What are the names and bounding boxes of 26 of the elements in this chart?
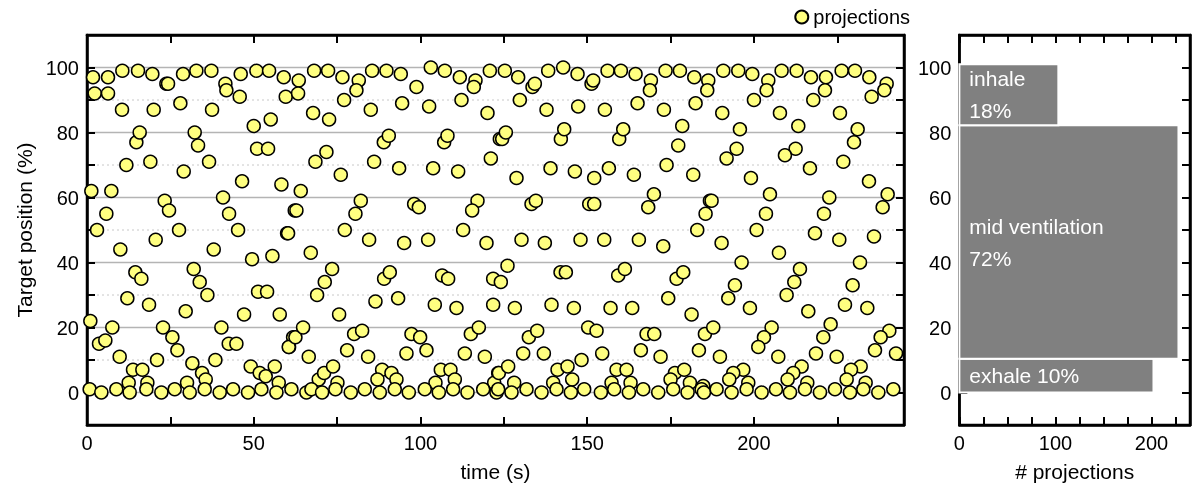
annotation: inhale 18% bbox=[969, 67, 1026, 123]
y-tick-label: 40 bbox=[929, 251, 952, 274]
x-tick-label: 100 bbox=[403, 432, 438, 454]
legend-label: projections bbox=[813, 6, 910, 28]
y-tick-label: 40 bbox=[56, 251, 79, 274]
y-tick-label: 0 bbox=[940, 381, 952, 404]
annotation: exhale 10% bbox=[969, 364, 1080, 388]
x-tick-label: 200 bbox=[737, 432, 771, 454]
x-tick-label: 100 bbox=[1038, 432, 1073, 454]
x-tick-label: 150 bbox=[570, 432, 604, 454]
y-tick-label: 100 bbox=[917, 56, 952, 79]
y-tick-label: 60 bbox=[56, 186, 79, 209]
y-tick-label: 0 bbox=[67, 381, 79, 404]
annotation: mid ventilation 72% bbox=[969, 214, 1104, 270]
x-tick-label: 200 bbox=[1134, 432, 1169, 454]
y-tick-label: 60 bbox=[929, 186, 952, 209]
y-tick-label: 80 bbox=[929, 121, 952, 144]
y-axis-title: Target position (%) bbox=[12, 142, 36, 318]
y-tick-label: 100 bbox=[45, 56, 79, 79]
x-tick-label: 50 bbox=[242, 432, 265, 454]
x-axis-title: time (s) bbox=[460, 460, 531, 483]
x-axis-title: # projections bbox=[1015, 460, 1135, 483]
x-tick-label: 0 bbox=[81, 432, 93, 454]
y-tick-label: 80 bbox=[56, 121, 79, 144]
y-tick-label: 20 bbox=[56, 316, 79, 339]
y-tick-label: 20 bbox=[929, 316, 952, 339]
